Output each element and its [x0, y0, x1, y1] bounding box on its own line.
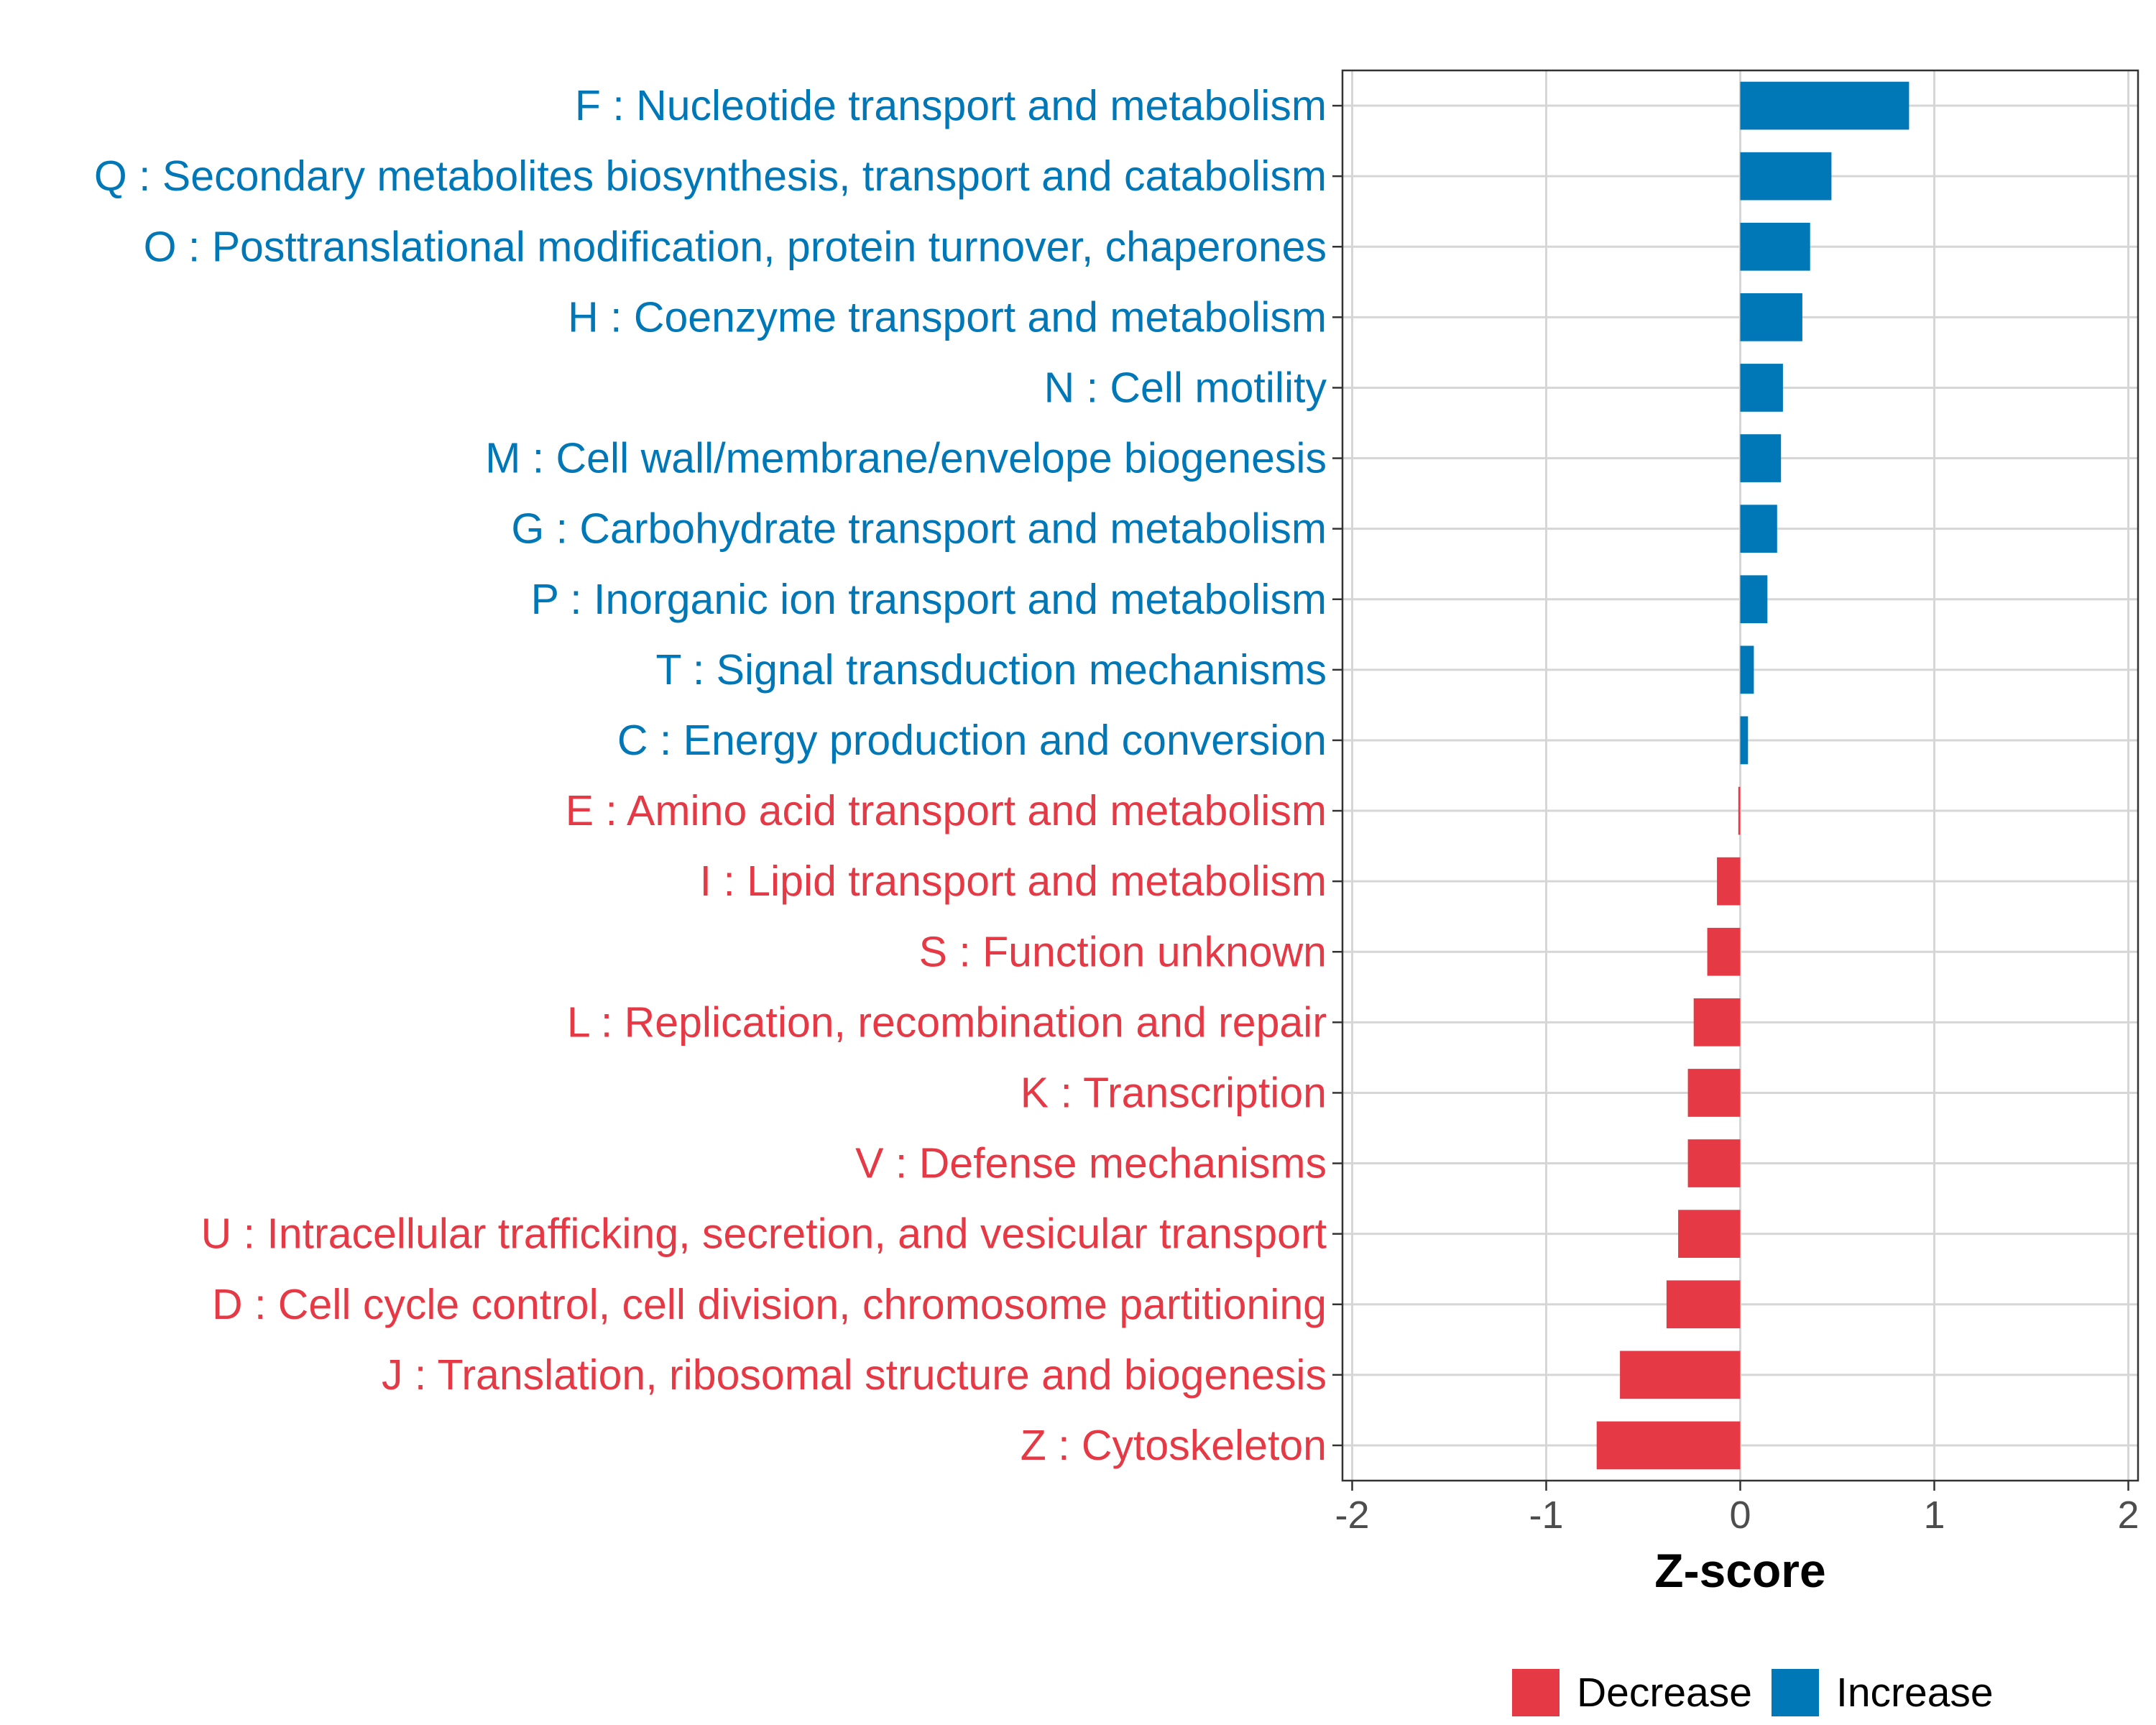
bar [1687, 1139, 1741, 1187]
bar [1740, 293, 1802, 341]
category-label: O : Posttranslational modification, prot… [144, 223, 1327, 270]
bars [1596, 81, 1909, 1470]
category-label: Q : Secondary metabolites biosynthesis, … [94, 152, 1327, 200]
category-label: U : Intracellular trafficking, secretion… [201, 1210, 1327, 1258]
bar [1740, 716, 1749, 765]
bar [1717, 857, 1741, 906]
legend: Decrease Increase [1512, 1669, 1994, 1716]
x-tick-label: 0 [1729, 1494, 1751, 1537]
x-tick-label: -1 [1529, 1494, 1563, 1537]
bar [1693, 998, 1741, 1046]
grid-lines [1342, 70, 2138, 1481]
x-axis-ticks: -2 -1 0 1 2 [1335, 1481, 2139, 1537]
bar [1740, 152, 1832, 201]
category-label: F : Nucleotide transport and metabolism [575, 82, 1327, 129]
category-label: N : Cell motility [1044, 364, 1327, 411]
bar [1620, 1351, 1741, 1399]
bar [1740, 575, 1768, 624]
category-label: C : Energy production and conversion [617, 717, 1327, 764]
bar [1740, 645, 1754, 694]
bar [1740, 434, 1782, 482]
bar [1740, 364, 1783, 412]
category-label: D : Cell cycle control, cell division, c… [212, 1281, 1327, 1328]
bar [1678, 1210, 1741, 1259]
category-label: H : Coenzyme transport and metabolism [568, 293, 1327, 341]
category-label: I : Lipid transport and metabolism [700, 857, 1327, 905]
category-label: J : Translation, ribosomal structure and… [382, 1351, 1327, 1399]
category-label: G : Carbohydrate transport and metabolis… [511, 505, 1327, 553]
bar [1740, 505, 1777, 553]
x-tick-label: 1 [1923, 1494, 1945, 1537]
bar [1666, 1280, 1741, 1329]
legend-swatch-decrease [1512, 1669, 1560, 1716]
x-tick-label: -2 [1335, 1494, 1369, 1537]
bar [1740, 81, 1909, 130]
category-label: K : Transcription [1021, 1069, 1327, 1116]
x-axis-title: Z-score [1654, 1544, 1825, 1597]
category-label: L : Replication, recombination and repai… [567, 998, 1327, 1046]
category-label: S : Function unknown [919, 928, 1327, 975]
category-label: Z : Cytoskeleton [1021, 1422, 1327, 1469]
bar [1596, 1421, 1741, 1470]
x-tick-label: 2 [2117, 1494, 2139, 1537]
bar [1687, 1069, 1741, 1117]
y-axis-ticks [1332, 104, 1342, 1447]
bar [1738, 786, 1741, 835]
category-label: M : Cell wall/membrane/envelope biogenes… [485, 435, 1327, 482]
legend-label-increase: Increase [1836, 1670, 1994, 1716]
category-label: P : Inorganic ion transport and metaboli… [531, 576, 1327, 623]
category-label: V : Defense mechanisms [855, 1140, 1327, 1187]
bar [1707, 927, 1741, 976]
legend-swatch-increase [1772, 1669, 1819, 1716]
bar [1740, 222, 1810, 271]
legend-label-decrease: Decrease [1577, 1670, 1752, 1716]
category-labels: F : Nucleotide transport and metabolism Q… [94, 82, 1327, 1469]
category-label: E : Amino acid transport and metabolism [566, 787, 1327, 834]
category-label: T : Signal transduction mechanisms [655, 646, 1327, 694]
